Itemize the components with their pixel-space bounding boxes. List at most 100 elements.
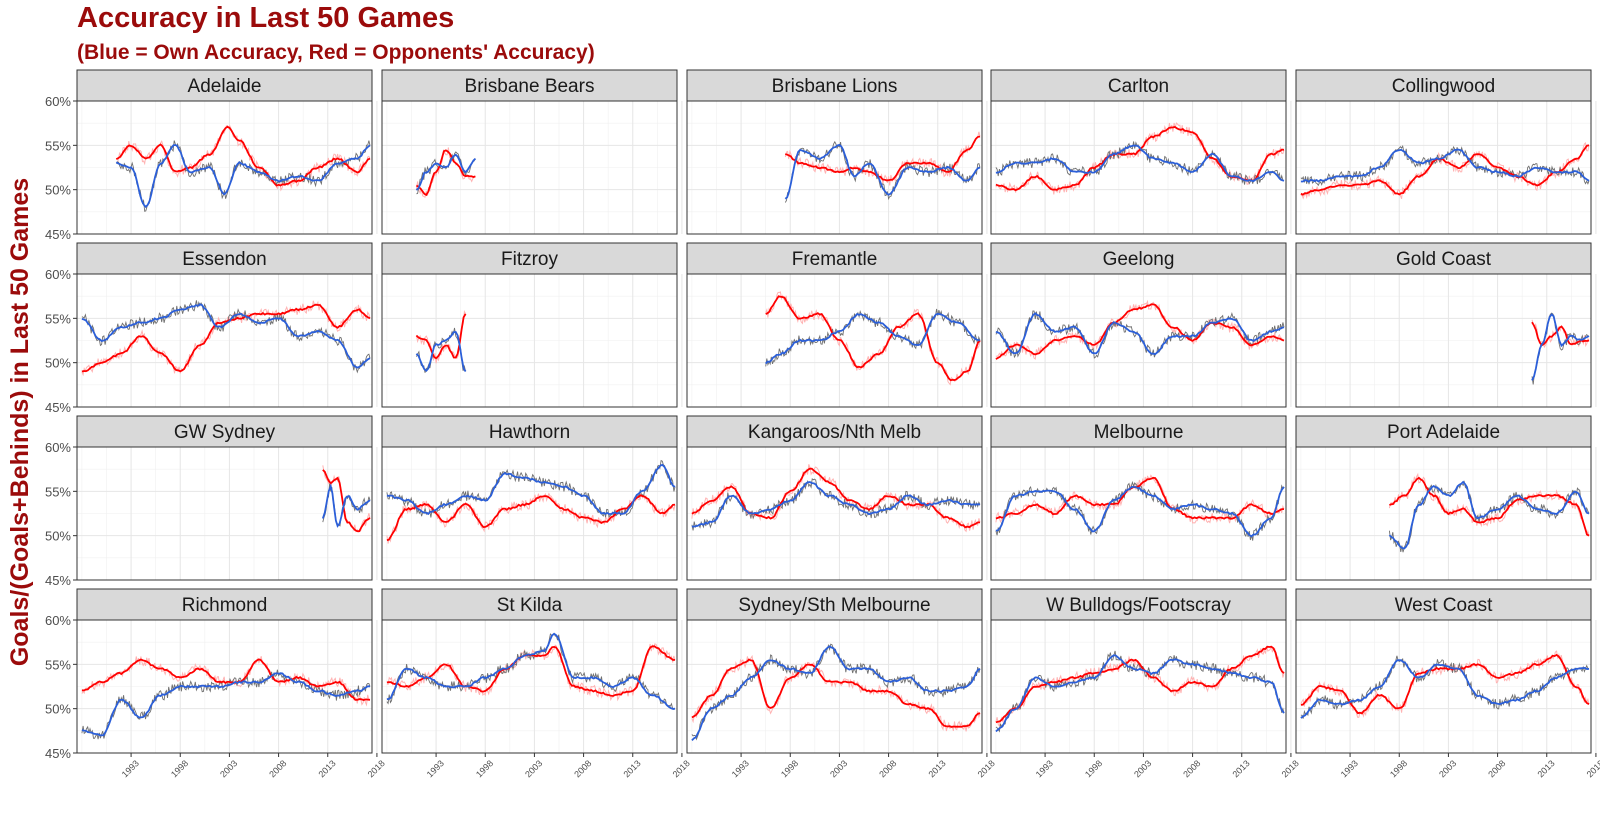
x-tick-label: 2018 [1585, 758, 1600, 779]
facet-strip-brisbane-lions [686, 69, 983, 102]
series-line-own [995, 485, 1285, 538]
y-tick-label: 60% [45, 440, 71, 455]
facet-border [76, 446, 373, 581]
x-tick-label: 2013 [621, 758, 642, 779]
facet-border [76, 619, 373, 754]
facet-strip-st-kilda [381, 588, 678, 621]
series-line-own [1388, 480, 1590, 550]
facet-border [381, 619, 678, 754]
facet-border [381, 100, 678, 235]
y-tick-label: 45% [45, 227, 71, 242]
facet-title-sydney-sth-melbourne: Sydney/Sth Melbourne [738, 595, 930, 616]
facet-title-port-adelaide: Port Adelaide [1387, 422, 1500, 443]
series-line-own [1531, 313, 1590, 381]
y-tick-label: 55% [45, 138, 71, 153]
series-line-opponents [1389, 476, 1590, 537]
x-tick-label: 2018 [366, 758, 387, 779]
x-tick-label: 1993 [425, 758, 446, 779]
facet-strip-fremantle [686, 242, 983, 275]
x-tick-label: 1998 [1083, 758, 1104, 779]
facet-strip-kangaroos-nth-melb [686, 415, 983, 448]
facet-title-adelaide: Adelaide [188, 76, 262, 97]
facet-strip-adelaide [76, 69, 373, 102]
y-tick-label: 50% [45, 702, 71, 717]
series-line-opponents [322, 469, 371, 533]
y-tick-label: 55% [45, 657, 71, 672]
series-line-opponents [115, 125, 371, 187]
facet-title-west-coast: West Coast [1395, 595, 1494, 616]
facet-title-fremantle: Fremantle [792, 249, 878, 270]
y-tick-label: 60% [45, 267, 71, 282]
series-line-raw-own [81, 669, 371, 740]
x-tick-label: 2003 [523, 758, 544, 779]
x-tick-label: 1998 [779, 758, 800, 779]
facet-border [686, 446, 983, 581]
x-tick-label: 2013 [926, 758, 947, 779]
x-tick-label: 1993 [1034, 758, 1055, 779]
facet-title-brisbane-bears: Brisbane Bears [465, 76, 595, 97]
series-line-opponents [995, 476, 1284, 520]
y-axis-label: Goals/(Goals+Behinds) in Last 50 Games [6, 178, 34, 666]
facet-title-richmond: Richmond [182, 595, 268, 616]
y-tick-label: 50% [45, 529, 71, 544]
series-line-own [386, 632, 676, 710]
facet-title-st-kilda: St Kilda [497, 595, 563, 616]
x-tick-label: 2008 [267, 758, 288, 779]
y-tick-label: 60% [45, 613, 71, 628]
facet-title-w-bulldogs-footscray: W Bulldogs/Footscray [1046, 595, 1231, 616]
series-line-own [415, 331, 467, 373]
series-line-raw-own [115, 140, 371, 212]
series-line-raw-opponents [1300, 650, 1590, 718]
y-tick-label: 55% [45, 484, 71, 499]
x-tick-label: 2018 [976, 758, 997, 779]
x-tick-label: 1998 [169, 758, 190, 779]
facet-strip-sydney-sth-melbourne [686, 588, 983, 621]
facet-strip-melbourne [990, 415, 1287, 448]
x-tick-label: 2003 [1132, 758, 1153, 779]
facet-border [1295, 100, 1592, 235]
series-line-own [115, 144, 371, 209]
facet-strip-west-coast [1295, 588, 1592, 621]
x-tick-label: 1993 [120, 758, 141, 779]
facet-title-kangaroos-nth-melb: Kangaroos/Nth Melb [748, 422, 921, 443]
series-line-opponents [81, 303, 371, 373]
y-tick-label: 60% [45, 94, 71, 109]
facet-border [76, 273, 373, 408]
y-tick-label: 45% [45, 746, 71, 761]
series-line-own [995, 654, 1285, 733]
x-tick-label: 2013 [316, 758, 337, 779]
x-tick-label: 2008 [877, 758, 898, 779]
facet-strip-richmond [76, 588, 373, 621]
series-line-opponents [691, 658, 981, 728]
facet-border [1295, 446, 1592, 581]
facet-border [990, 446, 1287, 581]
x-tick-label: 2008 [1181, 758, 1202, 779]
facet-border [990, 100, 1287, 235]
series-line-opponents [415, 149, 476, 197]
facet-strip-w-bulldogs-footscray [990, 588, 1287, 621]
facet-border [686, 100, 983, 235]
x-tick-label: 2003 [218, 758, 239, 779]
series-line-own [691, 645, 981, 742]
facet-border [686, 273, 983, 408]
facet-title-collingwood: Collingwood [1392, 76, 1496, 97]
series-line-own [1300, 148, 1590, 183]
facet-border [1295, 273, 1592, 408]
facet-title-brisbane-lions: Brisbane Lions [772, 76, 898, 97]
facet-title-fitzroy: Fitzroy [501, 249, 559, 270]
facet-border [686, 619, 983, 754]
series-line-own [81, 672, 371, 737]
series-line-opponents [995, 303, 1285, 360]
x-tick-label: 2013 [1230, 758, 1251, 779]
x-tick-label: 2018 [1280, 758, 1301, 779]
series-line-own [995, 144, 1285, 182]
facet-title-melbourne: Melbourne [1094, 422, 1184, 443]
facet-strip-essendon [76, 242, 373, 275]
facet-strip-brisbane-bears [381, 69, 678, 102]
facet-title-gold-coast: Gold Coast [1396, 249, 1492, 270]
series-line-own [81, 303, 371, 369]
series-line-opponents [784, 135, 981, 182]
facet-border [381, 446, 678, 581]
series-line-own [415, 153, 477, 191]
